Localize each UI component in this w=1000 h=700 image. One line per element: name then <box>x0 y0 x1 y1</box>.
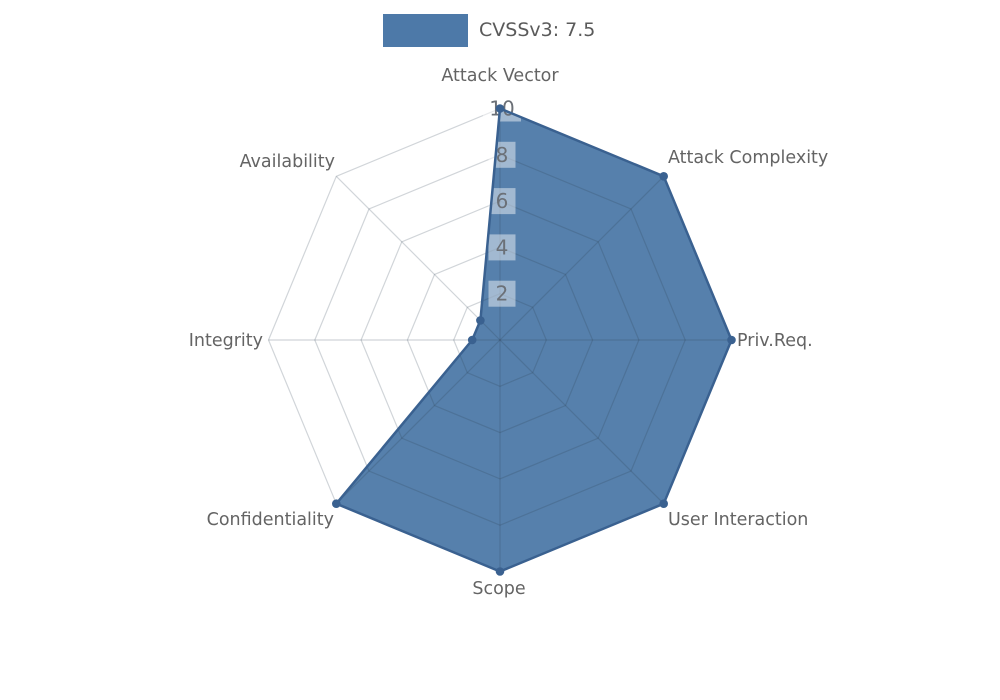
data-point-marker <box>467 335 477 345</box>
grid-ring-8 <box>314 154 686 526</box>
tick-label: 6 <box>496 189 509 213</box>
grid-ring-4 <box>406 246 594 434</box>
legend-item[interactable]: CVSSv3: 7.5 <box>383 14 595 47</box>
axis-label-attack-vector: Attack Vector <box>441 66 559 86</box>
radial-tick-labels: 246810 <box>483 95 521 307</box>
axis-label-integrity: Integrity <box>189 331 263 351</box>
tick-label: 4 <box>496 235 509 259</box>
data-point-marker <box>495 567 505 576</box>
tick-backdrop <box>488 234 516 261</box>
axis-label-attack-complexity: Attack Complexity <box>668 148 828 168</box>
data-point-marker <box>476 316 485 325</box>
legend-swatch <box>383 14 468 47</box>
axis-label-scope: Scope <box>472 579 525 599</box>
grid-spoke <box>499 175 665 341</box>
axis-labels: Attack Vector Attack Complexity Priv.Req… <box>189 66 829 599</box>
tick-backdrop <box>488 280 516 307</box>
axis-label-user-interaction: User Interaction <box>668 510 808 530</box>
radar-fill-polygon <box>336 108 732 572</box>
legend-label: CVSSv3: 7.5 <box>479 19 596 41</box>
data-point-marker <box>495 104 505 113</box>
axis-label-confidentiality: Confidentiality <box>207 510 334 530</box>
grid-spoke <box>335 175 501 341</box>
tick-backdrop <box>488 141 516 168</box>
grid-ring-2 <box>453 293 547 387</box>
radar-fill-layer <box>336 108 732 572</box>
data-point-marker <box>332 499 341 509</box>
data-point-marker <box>727 335 736 345</box>
tick-label: 2 <box>496 282 509 306</box>
grid-spoke <box>335 339 501 505</box>
radar-series-outline <box>332 104 736 576</box>
legend-swatch-rect <box>383 14 468 47</box>
data-point-marker <box>659 172 668 181</box>
data-point-marker <box>659 499 668 509</box>
grid-spoke <box>499 339 665 505</box>
tick-label: 8 <box>496 143 509 167</box>
grid-ring-6 <box>360 200 640 480</box>
axis-label-priv-req: Priv.Req. <box>737 331 813 351</box>
axis-label-availability: Availability <box>240 152 335 172</box>
